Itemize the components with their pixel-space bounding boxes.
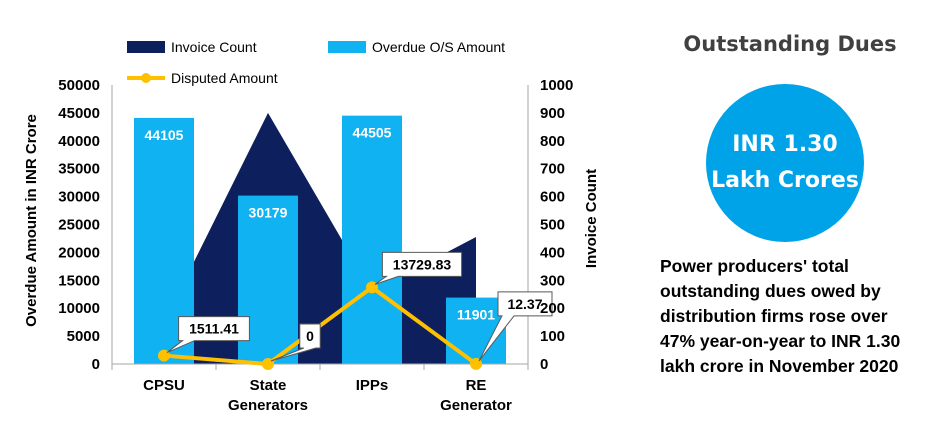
x-tick-label: IPPs: [356, 377, 389, 394]
outstanding-dues-panel: Outstanding Dues INR 1.30 Lakh Crores Po…: [640, 0, 952, 422]
legend-label-invoice-count: Invoice Count: [171, 39, 257, 55]
y-tick-label: 5000: [67, 328, 100, 345]
y2-tick-label: 500: [540, 217, 565, 234]
y2-tick-label: 300: [540, 272, 565, 289]
y-tick-label: 30000: [58, 189, 100, 206]
description-line: Power producers' total: [660, 256, 849, 276]
disputed-callout-box: [478, 291, 553, 362]
legend-item-overdue: Overdue O/S Amount: [328, 39, 505, 55]
y-tick-label: 10000: [58, 300, 100, 317]
dues-unit: Lakh Crores: [711, 168, 859, 193]
overdue-bar-label: 44105: [145, 127, 184, 143]
panel-description: Power producers' total outstanding dues …: [660, 254, 945, 379]
y2-tick-label: 600: [540, 189, 565, 206]
disputed-callout-box: [166, 316, 250, 354]
disputed-callout-box: [374, 251, 463, 285]
dues-amount: INR 1.30: [732, 132, 838, 157]
disputed-callout-label: 1511.41: [189, 321, 239, 337]
y-tick-label: 25000: [58, 217, 100, 234]
description-line: outstanding dues owed by: [660, 281, 881, 301]
x-tick-label: State Generators: [228, 377, 308, 414]
x-tick-label: CPSU: [143, 377, 185, 394]
description-line: lakh crore in November 2020: [660, 356, 899, 376]
y2-tick-label: 400: [540, 244, 565, 261]
y2-tick-label: 100: [540, 328, 565, 345]
overdue-bar: [342, 115, 402, 364]
overdue-bar-label: 11901: [457, 307, 495, 323]
y2-tick-label: 0: [540, 356, 548, 373]
overdue-bar-label: 44505: [353, 125, 392, 141]
legend-swatch-invoice-count: [127, 41, 165, 53]
y-tick-label: 50000: [58, 77, 100, 94]
disputed-callout-label: 0: [306, 328, 314, 344]
y-tick-label: 40000: [58, 133, 100, 150]
chart: 44105 30179 44505 11901 1511.41 0 13729.83 12.3…: [23, 39, 600, 414]
y-tick-label: 15000: [58, 272, 100, 289]
y-tick-label: 45000: [58, 105, 100, 122]
y2-tick-label: 700: [540, 161, 565, 178]
disputed-callout-label: 13729.83: [393, 256, 452, 272]
y-axis-title: Overdue Amount in INR Crore: [23, 114, 40, 327]
y2-tick-label: 900: [540, 105, 565, 122]
y2-tick-label: 1000: [540, 77, 573, 94]
legend-label-disputed: Disputed Amount: [171, 70, 278, 86]
disputed-callout-box: [270, 323, 321, 362]
legend-item-disputed: Disputed Amount: [127, 70, 278, 86]
y2-axis-title: Invoice Count: [583, 169, 600, 268]
y-tick-label: 35000: [58, 161, 100, 178]
y-tick-label: 0: [92, 356, 100, 373]
overdue-bar-label: 30179: [249, 205, 288, 221]
legend-item-invoice-count: Invoice Count: [127, 39, 257, 55]
panel-title: Outstanding Dues: [683, 32, 897, 56]
disputed-callout-label: 12.37: [507, 296, 542, 312]
y2-tick-label: 200: [540, 300, 565, 317]
legend-swatch-overdue: [328, 41, 366, 53]
dues-circle: INR 1.30 Lakh Crores: [706, 84, 864, 242]
disputed-amount-point: [262, 358, 274, 370]
y2-tick-label: 800: [540, 133, 565, 150]
description-line: 47% year-on-year to INR 1.30: [660, 331, 901, 351]
x-tick-label: RE Generator: [440, 377, 512, 414]
y-tick-label: 20000: [58, 244, 100, 261]
description-line: distribution firms rose over: [660, 306, 888, 326]
legend-marker-disputed: [141, 73, 151, 83]
legend-label-overdue: Overdue O/S Amount: [372, 39, 505, 55]
